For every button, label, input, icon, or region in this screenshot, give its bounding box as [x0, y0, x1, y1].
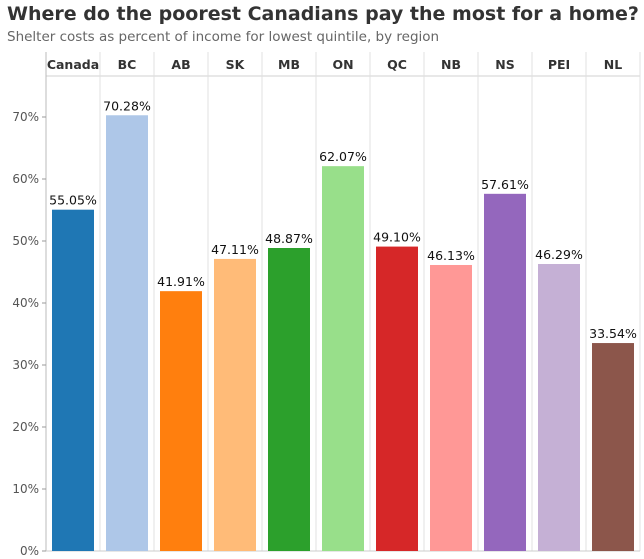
- data-labels-group: 55.05% 70.28% 41.91% 47.11% 48.87% 62.07% 49.1…: [49, 98, 637, 341]
- category-label: SK: [226, 57, 246, 72]
- y-tick-label: 20%: [12, 420, 39, 434]
- y-tick-label: 70%: [12, 110, 39, 124]
- bar-on: [322, 166, 364, 551]
- category-label: AB: [171, 57, 190, 72]
- chart-subtitle: Shelter costs as percent of income for l…: [7, 29, 440, 45]
- category-label: ON: [332, 57, 353, 72]
- category-label: NB: [441, 57, 461, 72]
- category-header-row: Canada BC AB SK MB ON QC NB NS PEI NL: [46, 57, 640, 77]
- category-label: PEI: [548, 57, 570, 72]
- bar-ab: [160, 291, 202, 551]
- category-label: NL: [604, 57, 622, 72]
- data-label: 41.91%: [157, 274, 205, 289]
- bar-pei: [538, 264, 580, 551]
- bar-mb: [268, 248, 310, 552]
- chart-title: Where do the poorest Canadians pay the m…: [7, 3, 639, 25]
- bar-nl: [592, 343, 634, 551]
- data-label: 33.54%: [589, 326, 637, 341]
- data-label: 57.61%: [481, 177, 529, 192]
- bar-canada: [52, 209, 94, 551]
- bar-sk: [214, 258, 256, 551]
- category-label: Canada: [47, 57, 99, 72]
- bar-qc: [376, 246, 418, 551]
- data-label: 47.11%: [211, 242, 259, 257]
- data-label: 48.87%: [265, 231, 313, 246]
- bar-bc: [106, 115, 148, 551]
- bar-nb: [430, 264, 472, 551]
- category-label: NS: [495, 57, 514, 72]
- y-tick-label: 10%: [12, 482, 39, 496]
- data-label: 49.10%: [373, 230, 421, 245]
- y-tick-label: 0%: [20, 544, 39, 558]
- data-label: 55.05%: [49, 193, 97, 208]
- category-label: BC: [118, 57, 137, 72]
- data-label: 46.29%: [535, 247, 583, 262]
- y-tick-label: 40%: [12, 296, 39, 310]
- column-dividers: [45, 52, 641, 551]
- y-tick-label: 50%: [12, 234, 39, 248]
- y-tick-label: 30%: [12, 358, 39, 372]
- y-tick-label: 60%: [12, 172, 39, 186]
- data-label: 70.28%: [103, 98, 151, 113]
- data-label: 62.07%: [319, 149, 367, 164]
- bars-group: [52, 115, 634, 552]
- bar-ns: [484, 193, 526, 551]
- data-label: 46.13%: [427, 248, 475, 263]
- category-label: MB: [278, 57, 300, 72]
- category-label: QC: [387, 57, 407, 72]
